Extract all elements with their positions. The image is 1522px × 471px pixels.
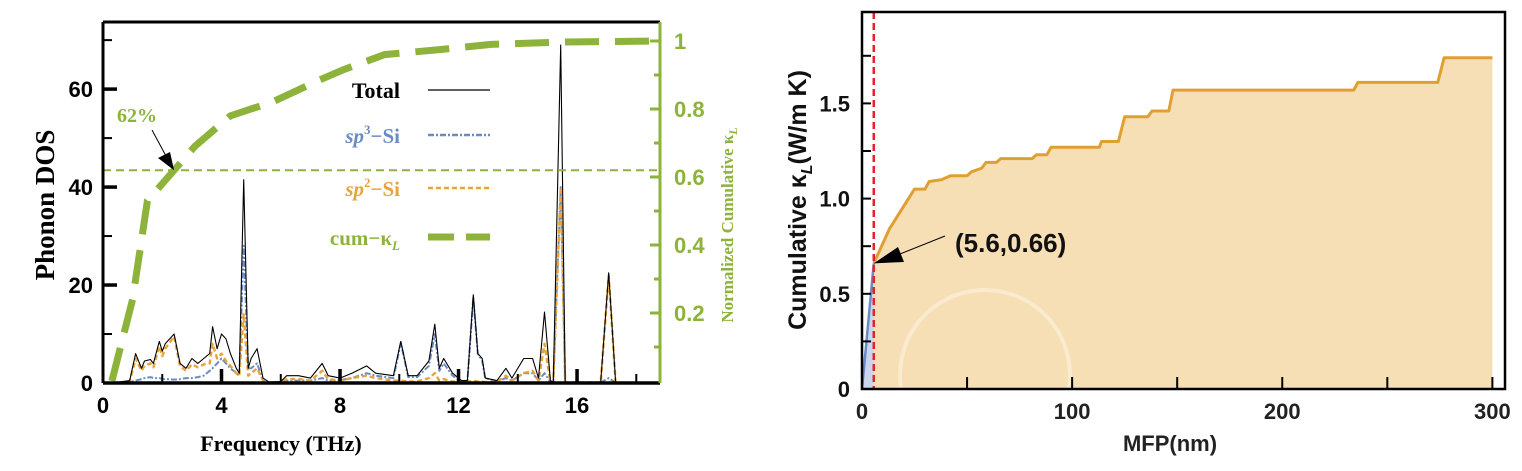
- x-tick-label: 8: [334, 393, 346, 418]
- y-tick-label: 20: [69, 273, 93, 298]
- legend-label-sup: 3: [364, 122, 371, 137]
- x-tick-label: 16: [565, 393, 589, 418]
- annotation-arrow-shaft: [894, 235, 946, 257]
- y-axis-label-pre: Cumulative κ: [784, 174, 812, 330]
- legend-label-sup: 2: [364, 175, 371, 190]
- annotation-arrow-head: [158, 152, 175, 171]
- x-tick-label: 0: [856, 399, 868, 424]
- annotation-arrow-head: [873, 247, 904, 264]
- y2-axis-label-sub: L: [726, 127, 740, 135]
- phonon-dos-chart: 0 4 8 12 16 0 20 40 60 0.2 0.4 0.6 0.8 1 Frequency (TH…: [30, 20, 740, 456]
- annotation-62-percent: 62%: [117, 105, 157, 127]
- low-segment-line: [860, 263, 876, 390]
- y2-tick-label: 0.2: [674, 301, 705, 326]
- y-tick-label: 60: [69, 77, 93, 102]
- sp2-dos-line: [111, 185, 661, 385]
- cumulative-kappa-line: [872, 56, 1493, 264]
- y2-tick-label: 0.4: [674, 233, 705, 258]
- legend-label-post: −Si: [371, 177, 401, 201]
- y-tick-label: 1.5: [819, 91, 850, 116]
- y2-axis-label: Normalized Cumulative κL: [718, 127, 740, 322]
- legend-label: sp3−Si: [344, 122, 400, 148]
- y2-tick-label: 0.8: [674, 97, 705, 122]
- y-axis-label-post: (W/m K): [784, 70, 812, 164]
- cum-kappa-line: [108, 37, 661, 382]
- legend-label-pre: cum−κ: [330, 226, 392, 250]
- sp3-dos-line: [111, 186, 661, 384]
- annotation-point-label: (5.6,0.66): [955, 228, 1066, 258]
- cumulative-kappa-chart: 0 100 200 300 0 0.5 1.0 1.5 MFP(nm) Cumulative κL…: [784, 10, 1511, 462]
- total-dos-line: [111, 44, 661, 384]
- x-tick-label: 0: [97, 393, 109, 418]
- plot-frame: [860, 10, 1507, 391]
- legend-label-pre: sp: [344, 124, 364, 148]
- x-tick-label: 12: [446, 393, 470, 418]
- y-axis-label: Cumulative κL(W/m K): [784, 70, 816, 330]
- y-tick-label: 0: [81, 371, 93, 396]
- area-fill: [862, 57, 1493, 389]
- legend-label-pre: Total: [352, 78, 400, 103]
- y2-axis-label-main: Normalized Cumulative κ: [718, 134, 737, 322]
- legend-label: sp2−Si: [344, 175, 400, 201]
- x-tick-label: 4: [215, 393, 228, 418]
- legend-label-post: −Si: [371, 124, 401, 148]
- x-tick-label: 200: [1264, 399, 1301, 424]
- x-tick-label: 100: [1054, 399, 1091, 424]
- x-axis-label: Frequency (THz): [200, 431, 362, 456]
- legend-label: cum−κL: [330, 226, 400, 253]
- y-axis-label-sub: L: [799, 165, 816, 175]
- y-axis-label: Phonon DOS: [30, 130, 60, 281]
- y-tick-label: 0.5: [819, 282, 850, 307]
- x-axis-label: MFP(nm): [1123, 431, 1217, 456]
- legend-label-sub: L: [391, 238, 400, 253]
- legend-label: Total: [352, 78, 400, 103]
- y-tick-label: 1.0: [819, 187, 850, 212]
- annotation-arrow-shaft: [151, 129, 167, 157]
- y2-tick-label: 0.6: [674, 165, 705, 190]
- x-tick-label: 300: [1474, 399, 1511, 424]
- y-tick-label: 0: [838, 377, 850, 402]
- y-tick-label: 40: [69, 175, 93, 200]
- legend-label-pre: sp: [344, 177, 364, 201]
- watermark-seal: [898, 288, 1072, 462]
- y2-tick-label: 1: [674, 29, 686, 54]
